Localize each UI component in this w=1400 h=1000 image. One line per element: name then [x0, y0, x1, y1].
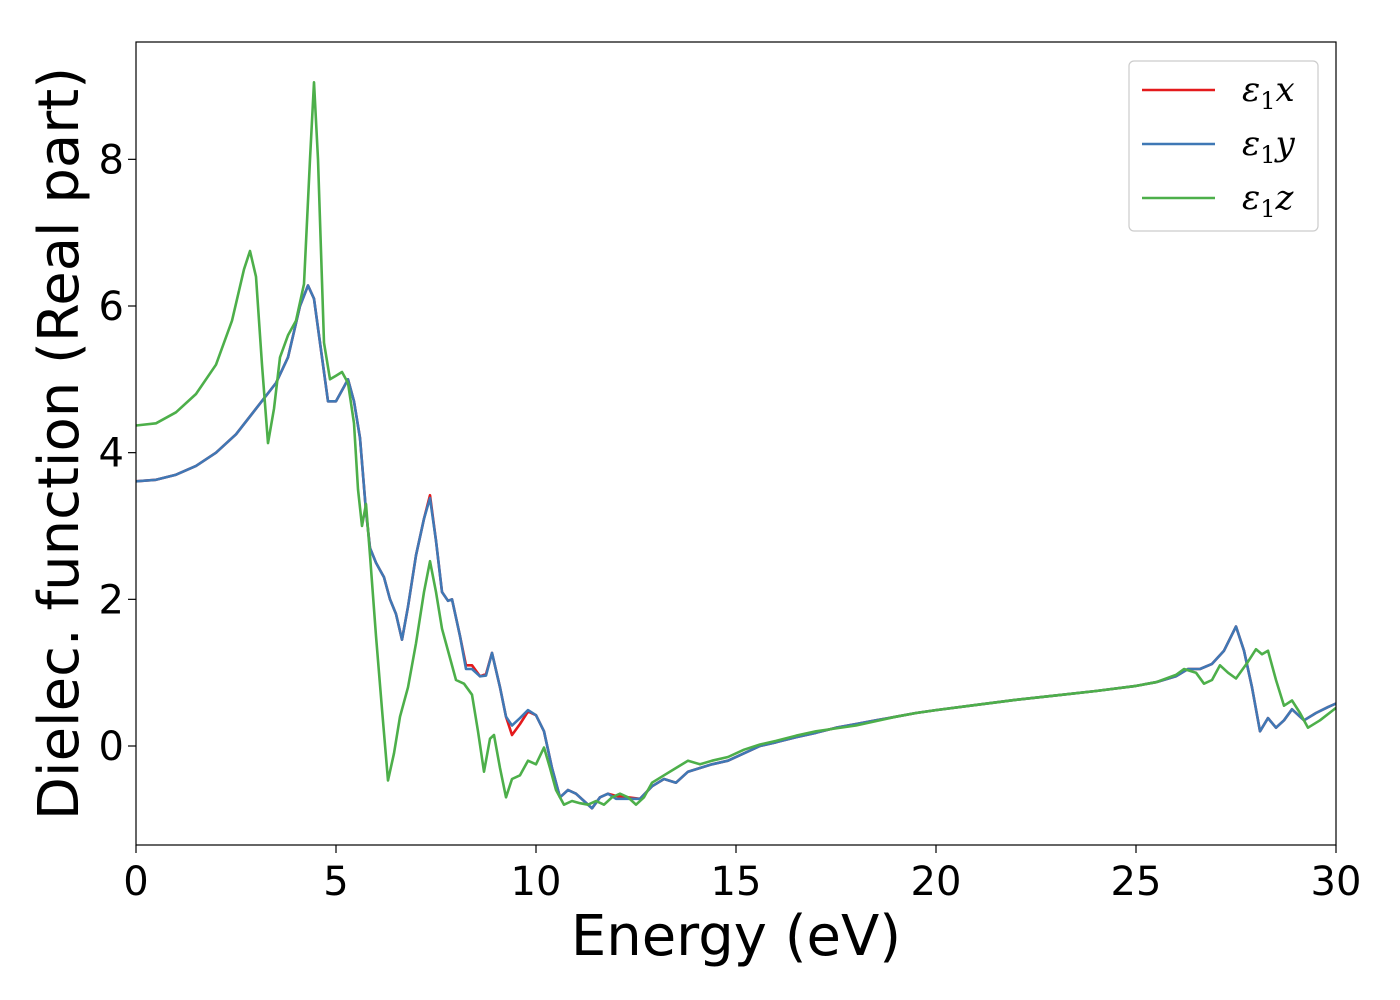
x-axis-title: Energy (eV) — [571, 904, 901, 969]
y-tick-label: 8 — [99, 137, 124, 183]
legend-label: ε1z — [1242, 178, 1295, 223]
x-tick-label: 0 — [123, 859, 148, 905]
legend-box — [1128, 60, 1319, 232]
x-tick-label: 20 — [911, 859, 962, 905]
x-tick-label: 30 — [1311, 859, 1362, 905]
legend: ε1x ε1y ε1z — [1128, 60, 1319, 232]
x-tick-label: 15 — [711, 859, 762, 905]
y-tick-label: 0 — [99, 724, 124, 770]
series-line-x — [136, 284, 1336, 810]
x-tick-label: 10 — [511, 859, 562, 905]
x-tick-label: 25 — [1111, 859, 1162, 905]
legend-label: ε1x — [1242, 70, 1295, 115]
y-axis: 0 2 4 6 8 — [99, 137, 136, 770]
y-tick-label: 4 — [99, 431, 124, 477]
series-line-z — [136, 81, 1336, 806]
y-tick-label: 2 — [99, 577, 124, 623]
series-layer — [136, 81, 1336, 810]
series-line-y — [136, 284, 1336, 810]
y-tick-label: 6 — [99, 284, 124, 330]
x-axis: 0 5 10 15 20 25 30 — [123, 845, 1361, 905]
legend-label: ε1y — [1242, 124, 1296, 169]
x-tick-label: 5 — [323, 859, 348, 905]
y-axis-title: Dielec. function (Real part) — [27, 67, 92, 820]
